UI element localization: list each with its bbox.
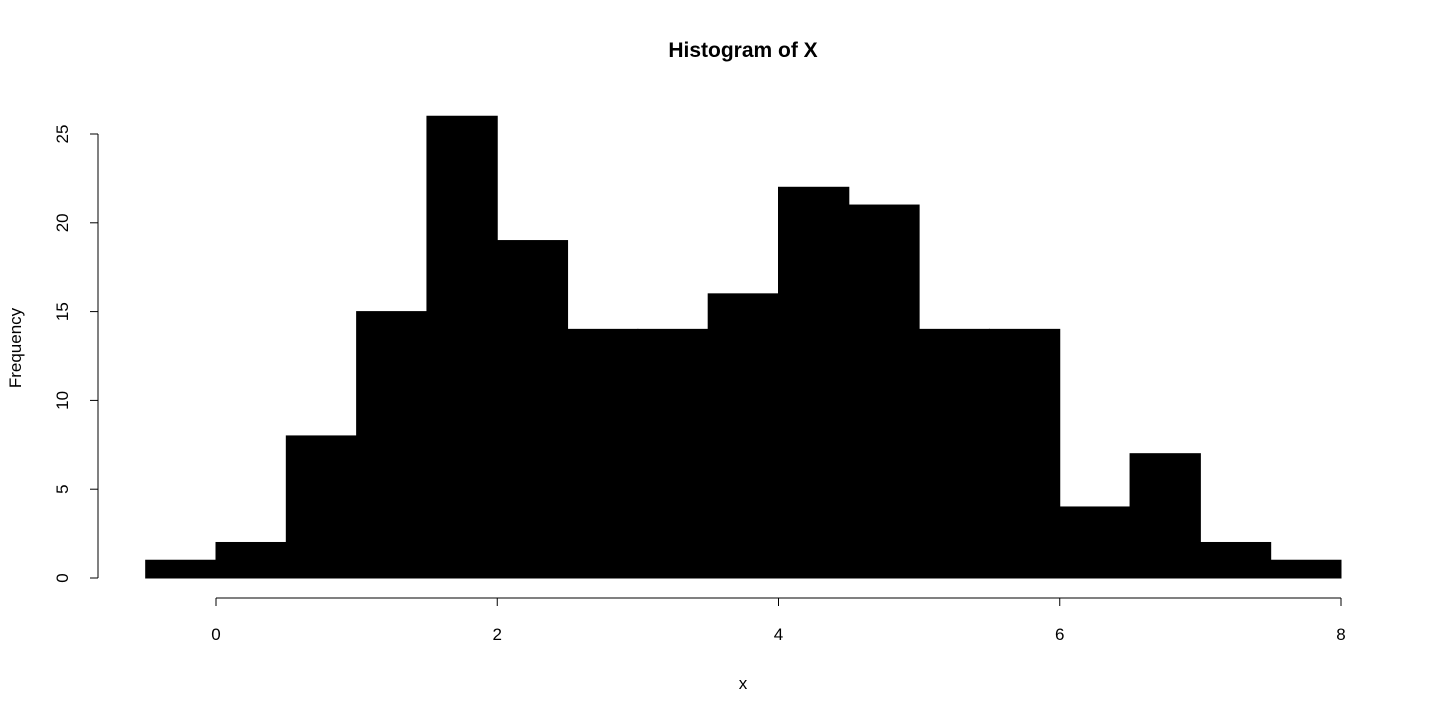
- x-axis: 0 2 4 6 8: [211, 597, 1346, 644]
- histogram-bar-2: [285, 435, 358, 579]
- y-tick-label: 20: [53, 213, 72, 232]
- x-tick-label: 0: [211, 625, 220, 644]
- bars-group: [145, 115, 1342, 579]
- histogram-bar-12: [988, 328, 1061, 579]
- y-tick-label: 25: [53, 125, 72, 144]
- x-tick-label: 6: [1055, 625, 1064, 644]
- histogram-bar-9: [778, 186, 850, 579]
- histogram-bar-7: [637, 328, 709, 579]
- y-tick-label: 0: [53, 573, 72, 582]
- x-axis-title: x: [739, 674, 748, 693]
- y-tick-label: 10: [53, 391, 72, 410]
- histogram-bar-10: [848, 204, 920, 579]
- y-tick-label: 5: [53, 484, 72, 493]
- y-axis-title: Frequency: [6, 307, 25, 388]
- y-axis: 0 5 10 15 20 25: [53, 125, 99, 583]
- histogram-bar-3: [356, 311, 428, 579]
- histogram-bar-0: [145, 559, 217, 579]
- x-tick-label: 2: [493, 625, 502, 644]
- histogram-bar-16: [1270, 559, 1342, 579]
- chart-title: Histogram of X: [668, 39, 817, 62]
- histogram-bar-6: [567, 328, 639, 579]
- histogram-bar-14: [1129, 453, 1201, 579]
- x-tick-label: 8: [1336, 625, 1345, 644]
- histogram-bar-5: [496, 240, 569, 579]
- histogram-bar-4: [426, 115, 498, 579]
- y-tick-label: 15: [53, 302, 72, 321]
- histogram-bar-15: [1199, 541, 1272, 579]
- x-tick-label: 4: [774, 625, 783, 644]
- histogram-bar-11: [918, 328, 990, 579]
- histogram-bar-8: [707, 293, 779, 579]
- histogram-bar-13: [1059, 506, 1131, 579]
- histogram-bar-1: [215, 541, 287, 579]
